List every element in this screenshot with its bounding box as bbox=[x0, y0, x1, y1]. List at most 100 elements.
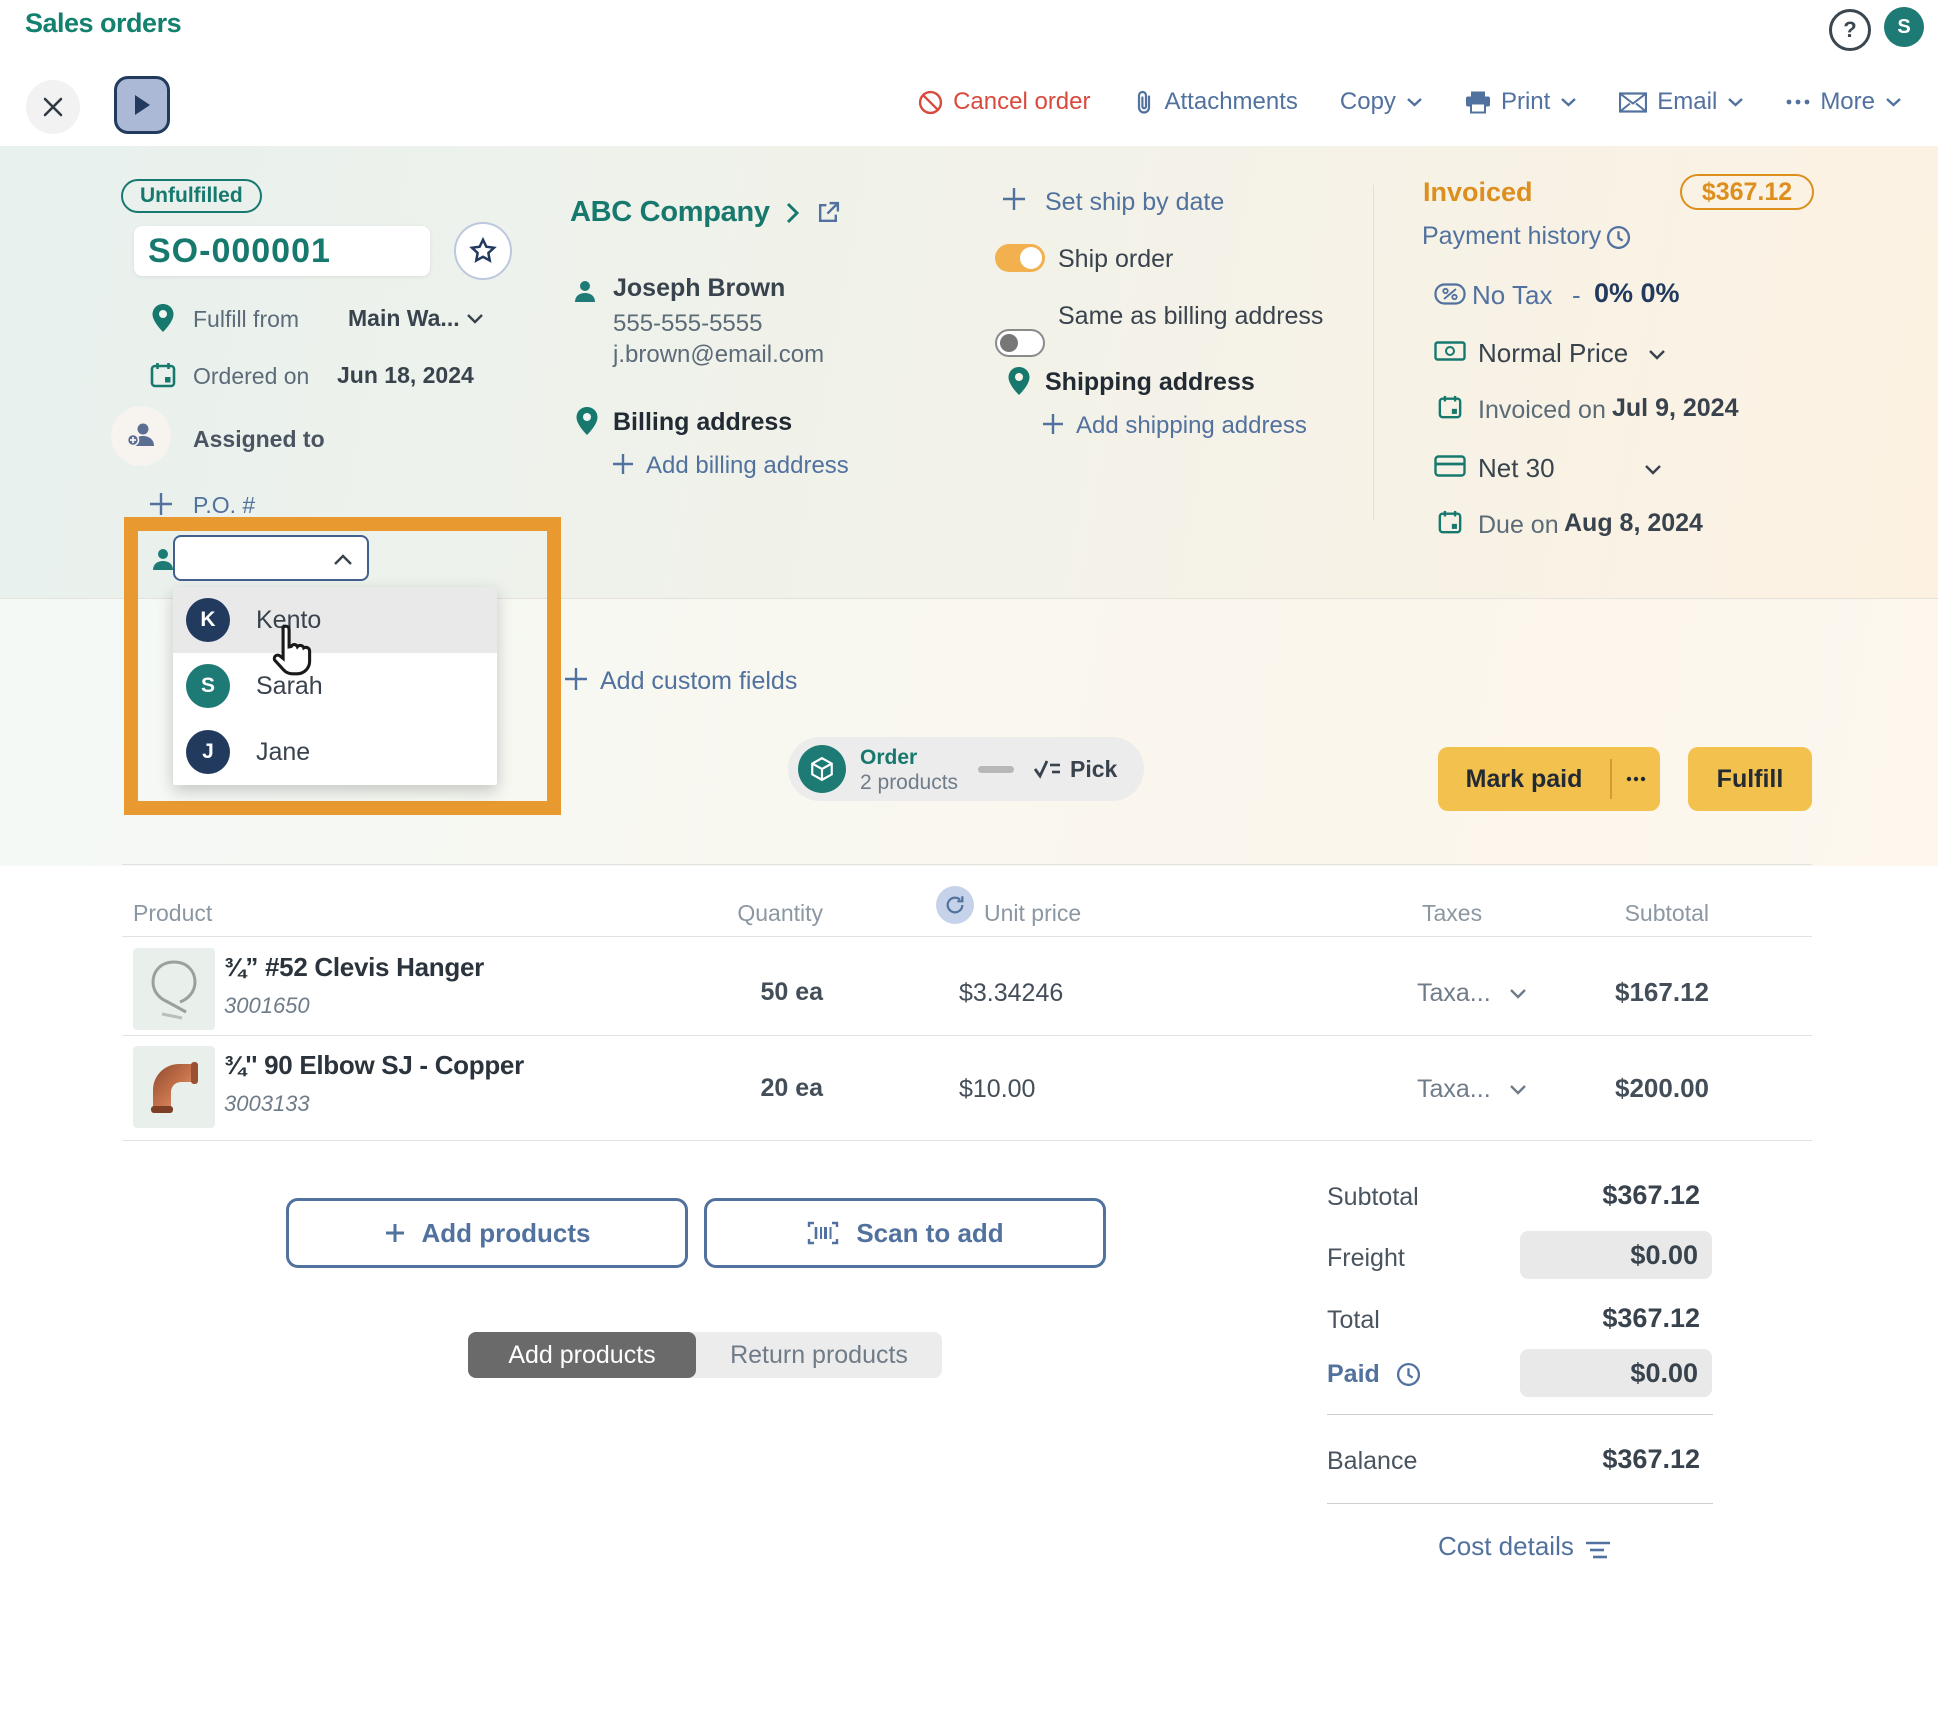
add-custom-fields-link[interactable]: Add custom fields bbox=[600, 667, 798, 695]
status-badge: Unfulfilled bbox=[121, 179, 262, 213]
assignee-option-jane[interactable]: J Jane bbox=[173, 719, 497, 785]
money-icon bbox=[1434, 341, 1466, 361]
due-on-label: Due on bbox=[1478, 511, 1559, 539]
customer-company-link[interactable]: ABC Company bbox=[570, 196, 770, 228]
user-avatar[interactable]: S bbox=[1884, 7, 1924, 47]
fulfill-from-value[interactable]: Main Wa... bbox=[348, 305, 460, 331]
mark-paid-button-group: Mark paid bbox=[1438, 747, 1660, 811]
column-divider bbox=[1373, 185, 1374, 520]
copy-button[interactable]: Copy bbox=[1340, 88, 1423, 116]
unit-price-value[interactable]: $3.34246 bbox=[959, 979, 1064, 1007]
barcode-icon bbox=[808, 1221, 839, 1245]
scan-to-add-button[interactable]: Scan to add bbox=[704, 1198, 1106, 1268]
plus-icon[interactable] bbox=[148, 491, 174, 517]
add-billing-address-link[interactable]: Add billing address bbox=[646, 452, 849, 479]
assignee-input[interactable] bbox=[173, 535, 369, 581]
product-name[interactable]: ¾” #52 Clevis Hanger bbox=[224, 952, 484, 982]
cost-details-link[interactable]: Cost details bbox=[1438, 1531, 1574, 1561]
print-button[interactable]: Print bbox=[1465, 88, 1577, 116]
product-thumbnail[interactable] bbox=[133, 948, 215, 1030]
divider bbox=[122, 1140, 1812, 1141]
po-number-label[interactable]: P.O. # bbox=[193, 492, 256, 518]
close-icon bbox=[43, 97, 63, 117]
ship-order-toggle[interactable] bbox=[995, 244, 1045, 272]
clock-icon[interactable] bbox=[1606, 225, 1631, 250]
invoiced-on-value[interactable]: Jul 9, 2024 bbox=[1612, 394, 1739, 422]
assignee-option-sarah[interactable]: S Sarah bbox=[173, 653, 497, 719]
unit-price-value[interactable]: $10.00 bbox=[959, 1075, 1036, 1103]
chevron-down-icon bbox=[1886, 97, 1901, 107]
ordered-on-value[interactable]: Jun 18, 2024 bbox=[337, 362, 474, 388]
plus-icon[interactable] bbox=[1041, 412, 1065, 436]
help-icon[interactable]: ? bbox=[1829, 9, 1871, 51]
fulfill-from-label: Fulfill from bbox=[193, 306, 300, 332]
set-ship-by-date-link[interactable]: Set ship by date bbox=[1045, 188, 1225, 216]
chevron-right-icon[interactable] bbox=[786, 202, 800, 224]
stage-pick-label[interactable]: Pick bbox=[1070, 756, 1118, 782]
same-as-billing-toggle[interactable] bbox=[995, 329, 1045, 357]
payment-terms-value[interactable]: Net 30 bbox=[1478, 453, 1555, 483]
chevron-down-icon[interactable] bbox=[1648, 349, 1666, 361]
mode-return-products[interactable]: Return products bbox=[730, 1340, 908, 1369]
paid-input[interactable]: $0.00 bbox=[1520, 1349, 1712, 1397]
chevron-down-icon[interactable] bbox=[466, 313, 484, 325]
chevron-down-icon bbox=[1407, 97, 1422, 107]
subtotal-value: $167.12 bbox=[1615, 977, 1709, 1007]
favorite-button[interactable] bbox=[454, 222, 512, 280]
cost-details-icon[interactable] bbox=[1584, 1540, 1612, 1560]
clock-icon[interactable] bbox=[1396, 1362, 1421, 1387]
ellipsis-icon bbox=[1786, 99, 1810, 105]
freight-input[interactable]: $0.00 bbox=[1520, 1231, 1712, 1279]
tax-scheme-link[interactable]: No Tax bbox=[1472, 280, 1553, 310]
assigned-to-label: Assigned to bbox=[193, 426, 325, 452]
invoice-status: Invoiced bbox=[1423, 177, 1533, 207]
pricing-scheme-value[interactable]: Normal Price bbox=[1478, 338, 1629, 368]
page-title: Sales orders bbox=[25, 8, 182, 38]
copper-elbow-image bbox=[151, 1062, 198, 1113]
payment-history-link[interactable]: Payment history bbox=[1422, 222, 1602, 250]
contact-phone: 555-555-5555 bbox=[613, 310, 763, 337]
stage-order-title[interactable]: Order bbox=[860, 746, 918, 769]
ship-order-label: Ship order bbox=[1058, 245, 1174, 273]
paid-label[interactable]: Paid bbox=[1327, 1360, 1380, 1388]
person-plus-icon bbox=[125, 419, 157, 451]
cancel-order-button[interactable]: Cancel order bbox=[918, 88, 1091, 116]
mark-paid-button[interactable]: Mark paid bbox=[1465, 764, 1583, 793]
fulfill-button[interactable]: Fulfill bbox=[1688, 747, 1812, 811]
workflow-stage-pill: Order 2 products Pick bbox=[788, 737, 1144, 801]
plus-icon[interactable] bbox=[1001, 186, 1027, 212]
plus-icon[interactable] bbox=[563, 666, 589, 692]
product-name[interactable]: ¾'' 90 Elbow SJ - Copper bbox=[224, 1050, 524, 1080]
person-icon bbox=[572, 278, 598, 304]
mode-add-products[interactable]: Add products bbox=[468, 1332, 696, 1378]
location-pin-icon bbox=[151, 303, 175, 333]
plus-icon[interactable] bbox=[611, 452, 635, 476]
due-on-value[interactable]: Aug 8, 2024 bbox=[1564, 509, 1703, 537]
external-link-icon[interactable] bbox=[816, 200, 841, 225]
taxes-value[interactable]: Taxa... bbox=[1417, 1075, 1491, 1103]
unit-price-sync-icon[interactable] bbox=[936, 886, 974, 924]
payment-terms-icon bbox=[1434, 455, 1466, 477]
attachments-button[interactable]: Attachments bbox=[1133, 88, 1298, 116]
product-thumbnail[interactable] bbox=[133, 1046, 215, 1128]
add-shipping-address-link[interactable]: Add shipping address bbox=[1076, 412, 1307, 439]
same-as-billing-label: Same as billing address bbox=[1058, 302, 1324, 330]
chevron-down-icon[interactable] bbox=[1509, 1084, 1527, 1096]
add-products-button[interactable]: Add products bbox=[286, 1198, 688, 1268]
chevron-down-icon[interactable] bbox=[1644, 464, 1662, 476]
invoiced-amount-badge: $367.12 bbox=[1680, 174, 1814, 210]
chevron-down-icon[interactable] bbox=[1509, 988, 1527, 1000]
more-button[interactable]: More bbox=[1786, 88, 1902, 116]
quantity-value[interactable]: 20 ea bbox=[760, 1074, 823, 1102]
play-button[interactable] bbox=[114, 76, 170, 134]
email-button[interactable]: Email bbox=[1619, 88, 1744, 116]
order-number-field[interactable]: SO-000001 bbox=[134, 226, 430, 276]
subtotal-amount: $367.12 bbox=[1602, 1180, 1700, 1210]
taxes-value[interactable]: Taxa... bbox=[1417, 979, 1491, 1007]
quantity-value[interactable]: 50 ea bbox=[760, 978, 823, 1006]
mark-paid-more-button[interactable] bbox=[1612, 776, 1660, 782]
tax-values[interactable]: 0% 0% bbox=[1594, 278, 1680, 308]
assignee-option-kento[interactable]: K Kento bbox=[173, 587, 497, 653]
close-button[interactable] bbox=[26, 80, 80, 134]
chevron-up-icon[interactable] bbox=[333, 553, 353, 566]
